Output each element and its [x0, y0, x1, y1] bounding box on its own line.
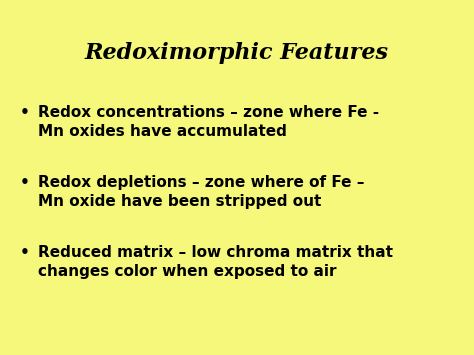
Text: Redoximorphic Features: Redoximorphic Features — [85, 42, 389, 64]
Text: Redox depletions – zone where of Fe –
Mn oxide have been stripped out: Redox depletions – zone where of Fe – Mn… — [38, 175, 365, 209]
Text: •: • — [20, 175, 30, 190]
Text: •: • — [20, 245, 30, 260]
Text: Redox concentrations – zone where Fe -
Mn oxides have accumulated: Redox concentrations – zone where Fe - M… — [38, 105, 379, 138]
Text: Reduced matrix – low chroma matrix that
changes color when exposed to air: Reduced matrix – low chroma matrix that … — [38, 245, 393, 279]
Text: •: • — [20, 105, 30, 120]
